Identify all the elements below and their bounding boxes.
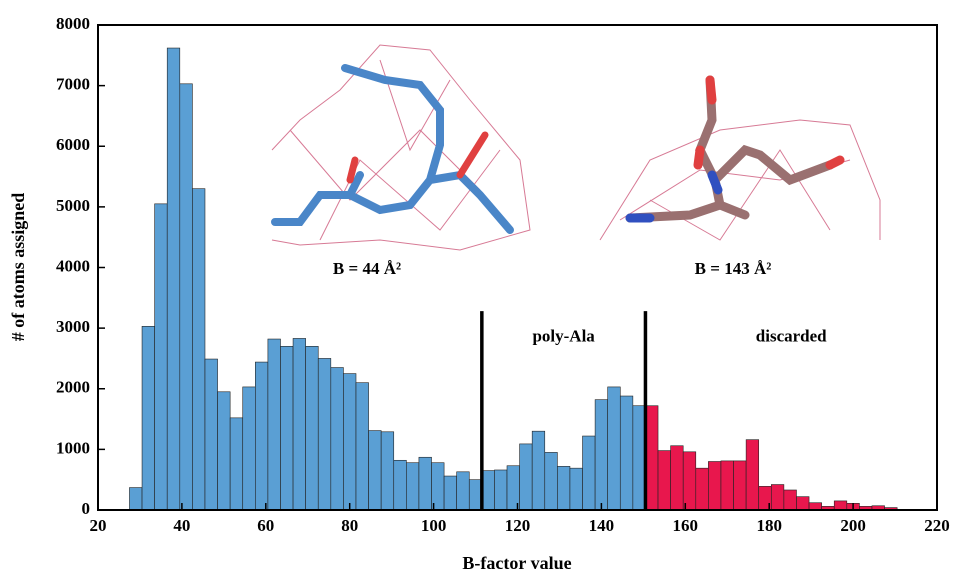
bar bbox=[306, 346, 319, 510]
bar bbox=[570, 468, 583, 510]
annotation: B = 143 Å² bbox=[695, 259, 772, 278]
bar bbox=[620, 396, 633, 510]
structure-image-right bbox=[600, 80, 880, 240]
bar bbox=[734, 461, 747, 510]
bar bbox=[167, 48, 180, 510]
bar bbox=[293, 338, 306, 510]
bar bbox=[394, 460, 407, 510]
annotation: B = 44 Å² bbox=[333, 259, 401, 278]
x-tick-label: 220 bbox=[924, 516, 950, 535]
threshold-label: discarded bbox=[756, 326, 827, 345]
bar bbox=[369, 431, 382, 510]
bar bbox=[784, 490, 797, 510]
y-tick-label: 7000 bbox=[56, 75, 90, 94]
bar bbox=[142, 326, 155, 510]
bar bbox=[520, 444, 533, 510]
y-tick-label: 2000 bbox=[56, 378, 90, 397]
bar bbox=[205, 359, 218, 510]
y-tick-label: 3000 bbox=[56, 317, 90, 336]
x-tick-label: 20 bbox=[90, 516, 107, 535]
x-tick-label: 120 bbox=[505, 516, 531, 535]
y-tick-label: 4000 bbox=[56, 256, 90, 275]
bar bbox=[469, 480, 482, 510]
bar bbox=[696, 468, 709, 510]
x-tick-label: 180 bbox=[756, 516, 782, 535]
bar bbox=[583, 436, 596, 510]
bar bbox=[608, 387, 621, 510]
bar bbox=[243, 387, 256, 510]
bar bbox=[796, 497, 809, 510]
bar bbox=[331, 368, 344, 510]
bar bbox=[683, 452, 696, 510]
bar bbox=[545, 452, 558, 510]
bar bbox=[318, 358, 331, 510]
bar bbox=[595, 400, 608, 510]
x-tick-label: 140 bbox=[589, 516, 615, 535]
structure-image-left bbox=[272, 45, 530, 250]
bar bbox=[482, 471, 495, 510]
bar bbox=[809, 503, 822, 510]
bar bbox=[708, 462, 721, 511]
bar bbox=[129, 488, 142, 510]
bar bbox=[532, 431, 545, 510]
bar bbox=[721, 461, 734, 510]
y-tick-label: 8000 bbox=[56, 14, 90, 33]
x-tick-label: 200 bbox=[840, 516, 866, 535]
bar bbox=[192, 189, 205, 510]
bar bbox=[444, 476, 457, 510]
x-axis-title: B-factor value bbox=[462, 553, 571, 573]
x-tick-label: 40 bbox=[173, 516, 190, 535]
bar bbox=[280, 346, 293, 510]
bar bbox=[406, 463, 419, 510]
bar bbox=[255, 362, 268, 510]
y-tick-label: 6000 bbox=[56, 135, 90, 154]
bar bbox=[494, 470, 507, 510]
bar bbox=[746, 440, 759, 510]
y-axis-title: # of atoms assigned bbox=[8, 193, 28, 342]
y-tick-label: 1000 bbox=[56, 438, 90, 457]
bar bbox=[180, 84, 193, 510]
chart: B-factor value # of atoms assigned B = 4… bbox=[0, 0, 957, 573]
bar bbox=[557, 466, 570, 510]
bar bbox=[381, 432, 394, 510]
bar bbox=[658, 451, 671, 510]
bar bbox=[671, 446, 684, 510]
bar bbox=[218, 392, 231, 510]
bar bbox=[771, 485, 784, 510]
bar bbox=[230, 418, 243, 510]
threshold-label: poly-Ala bbox=[532, 326, 595, 345]
bar bbox=[356, 383, 369, 510]
y-tick-label: 5000 bbox=[56, 196, 90, 215]
bar bbox=[432, 463, 445, 510]
bar bbox=[645, 406, 658, 510]
bar bbox=[155, 204, 168, 510]
bar bbox=[633, 406, 646, 510]
y-tick-label: 0 bbox=[82, 499, 91, 518]
bar bbox=[343, 374, 356, 510]
bar bbox=[268, 339, 281, 510]
x-tick-label: 160 bbox=[673, 516, 699, 535]
bar bbox=[419, 457, 432, 510]
bar bbox=[457, 472, 470, 510]
x-tick-label: 100 bbox=[421, 516, 447, 535]
x-tick-label: 80 bbox=[341, 516, 358, 535]
bar bbox=[834, 501, 847, 510]
x-tick-label: 60 bbox=[257, 516, 274, 535]
